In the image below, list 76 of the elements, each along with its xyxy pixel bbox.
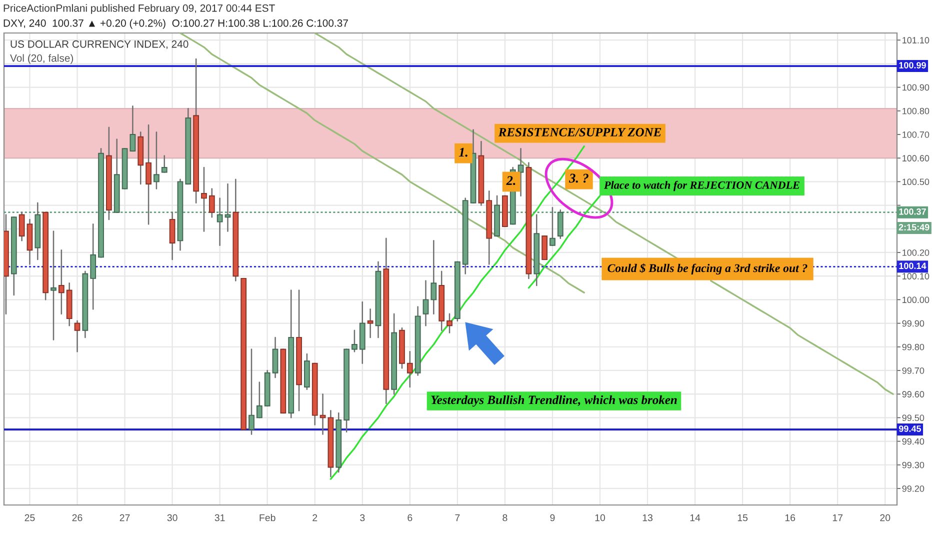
y-tick-label: 100.80	[902, 108, 930, 114]
candlestick	[422, 280, 429, 326]
x-tick-label: 17	[832, 514, 843, 522]
y-tick-label: 99.90	[902, 320, 924, 327]
annotation: 1.	[458, 148, 468, 157]
candlestick	[352, 330, 358, 352]
y-tick-label: 99.40	[902, 438, 924, 445]
y-tick-label: 100.90	[902, 84, 930, 91]
candlestick	[430, 240, 437, 314]
y-tick-label: 99.70	[902, 367, 924, 374]
x-tick-label: 7	[455, 514, 460, 522]
y-tick-label: 100.00	[902, 296, 930, 304]
annotation: 3. ?	[569, 174, 588, 183]
band-label: RESISTENCE/SUPPLY ZONE	[498, 128, 662, 136]
candlestick	[18, 212, 25, 242]
text: US DOLLAR CURRENCY INDEX, 240	[10, 40, 188, 50]
x-tick-label: 30	[167, 514, 178, 522]
y-tick-label: 100.10	[902, 273, 930, 280]
x-tick-label: 8	[502, 514, 508, 522]
candlestick	[130, 106, 136, 152]
candlestick	[161, 155, 168, 173]
text: 2:15:49	[898, 224, 930, 230]
candlestick	[446, 313, 452, 334]
line-series	[330, 145, 585, 480]
ref-line-label: 99.45	[898, 426, 922, 432]
candlestick	[406, 350, 413, 388]
x-tick-label: 13	[642, 514, 652, 522]
ref-line-label: 100.99	[899, 62, 926, 68]
y-tick-label: 100.50	[902, 178, 930, 186]
candlestick	[50, 230, 56, 340]
y-tick-label: 100.70	[902, 131, 930, 138]
candlestick	[542, 235, 548, 260]
x-tick-label: 27	[120, 514, 130, 522]
ref-line-label: 100.37	[899, 208, 926, 215]
annotation: Yesterdays Bullish Trendline, which was broken	[431, 395, 677, 407]
candlestick	[169, 212, 176, 260]
y-tick-label: 100.60	[902, 155, 930, 162]
text: PriceActionPmlani published February 09, 2017 00:44 EST	[4, 4, 275, 14]
annotation: Vol (20, false)	[10, 54, 74, 64]
candlestick	[518, 148, 524, 196]
x-tick-label: 3	[360, 514, 365, 522]
candlestick	[90, 224, 96, 310]
candlestick	[74, 320, 80, 352]
ref-line-label: 100.14	[899, 262, 926, 270]
x-tick-label: Feb	[260, 514, 276, 522]
x-tick-label: 10	[595, 514, 606, 522]
x-tick-label: 25	[24, 514, 35, 522]
y-tick-label: 100.20	[902, 249, 930, 256]
x-tick-label: 16	[785, 514, 796, 522]
candlestick	[208, 188, 215, 218]
candlestick	[201, 166, 207, 232]
y-tick-label: 101.10	[902, 37, 930, 44]
annotation: 2.	[506, 176, 516, 186]
x-tick-label: 9	[550, 514, 555, 522]
candlestick	[256, 382, 262, 418]
x-tick-label: 2	[312, 514, 318, 522]
x-tick-label: 15	[738, 514, 748, 522]
x-tick-label: 26	[72, 514, 82, 522]
y-tick-label: 99.50	[902, 414, 924, 422]
x-tick-label: 14	[690, 514, 700, 522]
candlestick	[367, 308, 374, 338]
x-tick-label: 6	[408, 514, 412, 522]
annotation: Could $ Bulls be facing a 3rd strike out ?	[608, 263, 808, 275]
candlestick	[154, 131, 160, 190]
candlestick	[248, 348, 254, 435]
candlestick	[146, 124, 152, 225]
candlestick	[58, 249, 64, 314]
text: DXY, 240 100.37 ▲ +0.20 (+0.2%) O:100.27 H:100.38 L:100.26 C:100.37	[4, 19, 348, 29]
y-tick-label: 99.30	[902, 462, 924, 468]
x-tick-label: 31	[214, 514, 225, 522]
y-tick-label: 99.60	[902, 391, 924, 398]
y-tick-label: 99.80	[902, 344, 924, 350]
annotation: Place to watch for REJECTION CANDLE	[604, 180, 800, 192]
candlestick	[272, 336, 278, 378]
y-tick-label: 99.20	[902, 485, 924, 492]
x-tick-label: 20	[880, 514, 890, 522]
